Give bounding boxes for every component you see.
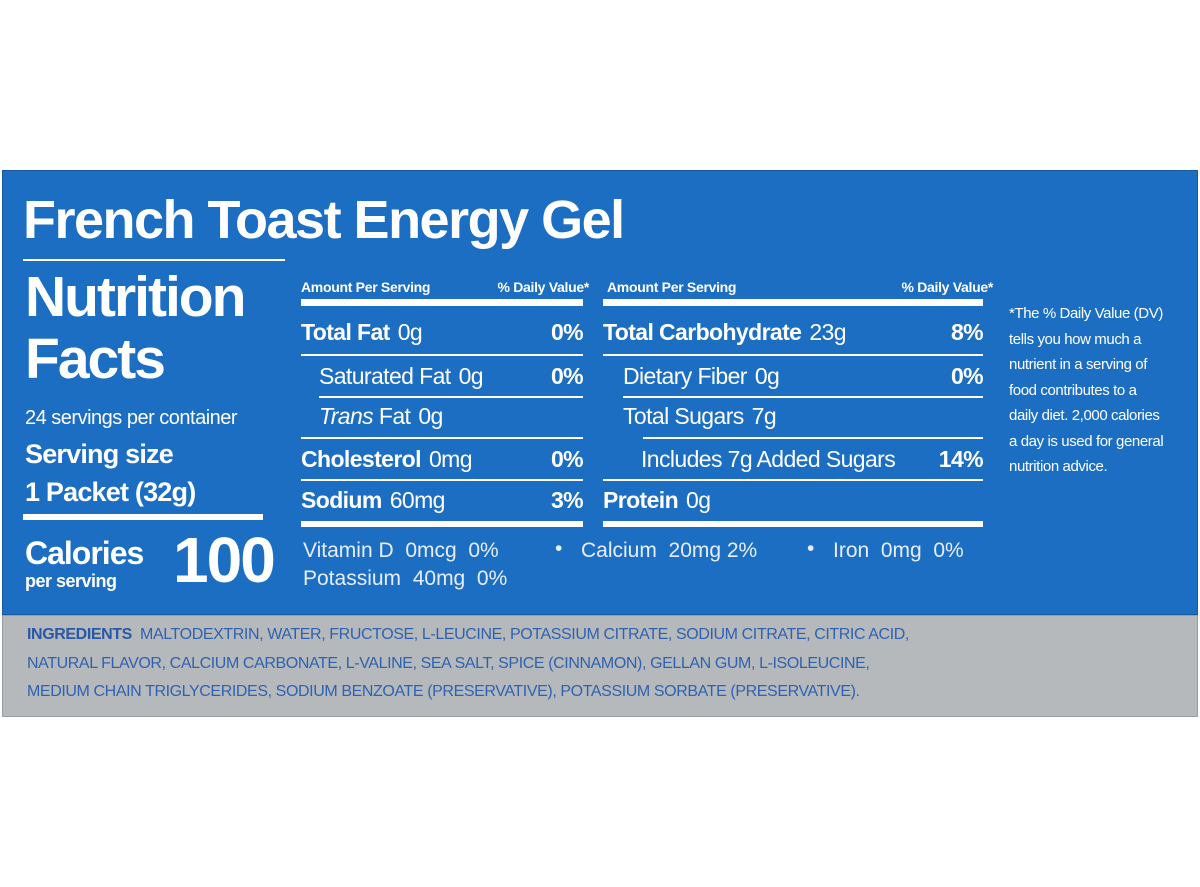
micronutrient: Potassium 40mg 0% [303,567,508,590]
ingredients: INGREDIENTS MALTODEXTRIN, WATER, FRUCTOS… [2,615,1198,717]
nutrient-row: Protein 0g [603,487,983,514]
amount: 7g [751,403,777,429]
nutrient: Total Carbohydrate [603,319,802,345]
rule [301,354,583,356]
amount: 60mg [389,487,446,513]
daily-value: 0% [950,363,984,389]
nutrient: Cholesterol [301,446,422,472]
table-header: Amount Per Serving % Daily Value* [607,279,993,295]
rule [603,299,983,306]
micronutrient: Calcium 20mg 2% [581,539,758,562]
nutrient-row: Total Fat 0g 0% [301,319,584,346]
serving-size: 1 Packet (32g) [25,477,196,507]
amount: 0g [418,403,443,429]
servings: 24 servings per container [25,407,238,429]
calories-value: 100 [173,524,276,596]
rule [301,437,583,439]
product-title: French Toast Energy Gel [23,190,625,250]
table-header: Amount Per Serving % Daily Value* [301,279,589,295]
nutrition-panel: French Toast Energy Gel Nutrition Facts … [2,170,1198,615]
daily-value: 14% [938,446,984,472]
daily-value: 0% [550,363,584,389]
nutrient: Includes 7g Added Sugars [641,446,896,472]
rule [23,514,263,520]
rule [301,521,583,527]
nutrient-row: Saturated Fat 0g 0% [319,363,584,390]
heading: Facts [25,327,166,391]
daily-value: 3% [550,487,584,513]
ingredients-line: MEDIUM CHAIN TRIGLYCERIDES, SODIUM BENZO… [27,683,860,700]
rule [319,396,583,398]
nutrient: Total Sugars [623,403,744,429]
daily-value: 0% [550,319,584,345]
nutrient-row: Cholesterol 0mg 0% [301,446,584,473]
nutrient-row: Total Sugars 7g [623,403,983,430]
amount: 0g [397,319,423,345]
calories-sub: per serving [25,571,117,591]
nutrient-row: Trans Fat 0g [319,403,583,430]
nutrient: Saturated Fat [319,363,451,389]
micronutrient: Iron 0mg 0% [833,539,964,562]
amount: 0mg [428,446,473,472]
nutrient: Sodium [301,487,382,513]
nutrient-row: Includes 7g Added Sugars 14% [641,446,984,473]
nutrient: Dietary Fiber [623,363,747,389]
header: Amount Per Serving [607,279,737,295]
ingredients-text: MALTODEXTRIN, WATER, FRUCTOSE, L-LEUCINE… [140,626,909,643]
rule [23,259,285,261]
nutrient-row: Sodium 60mg 3% [301,487,584,514]
rule [643,437,983,439]
header: % Daily Value* [901,279,993,295]
daily-value: 8% [950,319,984,345]
nutrient-italic: Trans [319,403,374,429]
daily-value: 0% [550,446,584,472]
rule [603,479,983,481]
amount: 0g [754,363,780,389]
heading: Nutrition [25,265,246,329]
rule [301,479,583,481]
calories-label: Calories [25,535,144,571]
nutrient: Total Fat [301,319,390,345]
amount: 23g [809,319,846,345]
ingredients-line: INGREDIENTS MALTODEXTRIN, WATER, FRUCTOS… [27,626,909,644]
rule [623,396,983,398]
rule [603,354,983,356]
nutrient: Protein [603,487,679,513]
ingredients-line: NATURAL FLAVOR, CALCIUM CARBONATE, L-VAL… [27,655,870,672]
separator: • [807,537,815,560]
rule [603,521,983,527]
nutrient: Fat [378,403,411,429]
amount: 0g [458,363,484,389]
header: Amount Per Serving [301,279,431,295]
micronutrient: Vitamin D 0mcg 0% [303,539,499,562]
amount: 0g [686,487,711,513]
nutrient-row: Dietary Fiber 0g 0% [623,363,984,390]
separator: • [555,537,563,560]
ingredients-label: INGREDIENTS [27,626,132,643]
nutrient-row: Total Carbohydrate 23g 8% [603,319,984,346]
serving-size-label: Serving size [25,439,174,469]
rule [301,299,583,306]
footnote: *The % Daily Value (DV) tells you how mu… [1009,305,1164,475]
header: % Daily Value* [497,279,589,295]
